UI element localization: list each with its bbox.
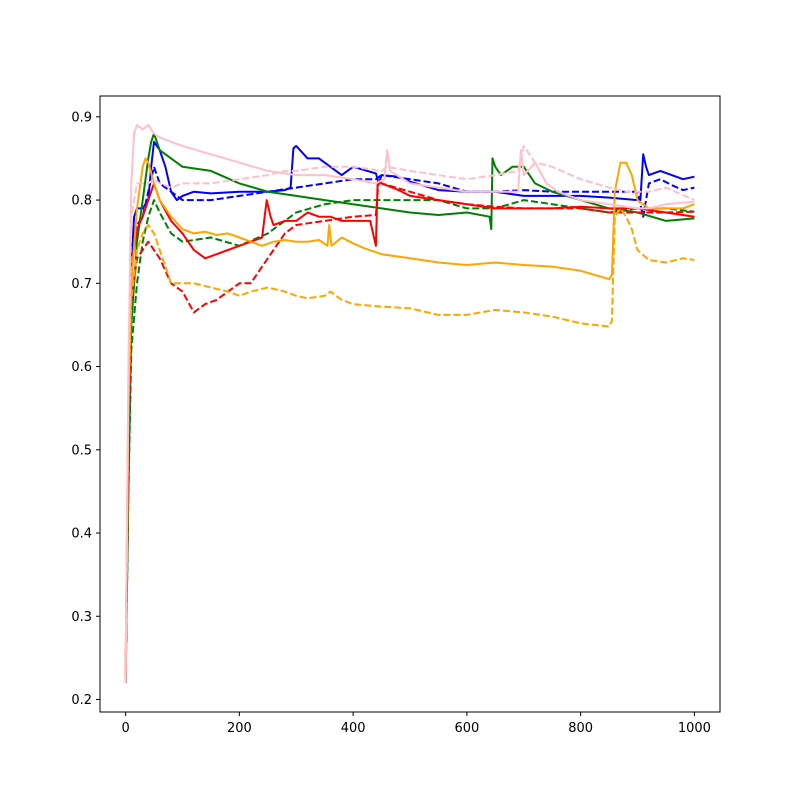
series-line-10 [124,144,695,683]
x-tick-label: 800 [568,721,593,736]
x-tick-label: 200 [227,721,252,736]
x-tick-label: 400 [341,721,366,736]
series-line-3 [124,132,695,683]
x-tick-label: 0 [121,721,129,736]
series-line-7 [124,157,695,667]
y-axis: 0.2 0.3 0.4 0.5 0.6 0.7 0.8 0.9 [71,110,100,708]
y-tick-label: 0.2 [71,693,92,708]
x-axis: 0 200 400 600 800 1000 [121,712,711,736]
series-line-8 [124,207,695,667]
y-tick-label: 0.7 [71,277,92,292]
x-tick-label: 1000 [678,721,711,736]
series-layer [124,124,695,683]
x-tick-label: 600 [454,721,479,736]
y-tick-label: 0.5 [71,443,92,458]
y-tick-label: 0.4 [71,527,92,542]
series-line-2 [124,165,695,683]
y-tick-label: 0.9 [71,110,92,125]
y-tick-label: 0.3 [71,610,92,625]
y-tick-label: 0.6 [71,360,92,375]
plot-frame [99,95,721,713]
series-line-4 [124,199,695,683]
y-tick-label: 0.8 [71,194,92,209]
series-line-9 [124,124,695,683]
